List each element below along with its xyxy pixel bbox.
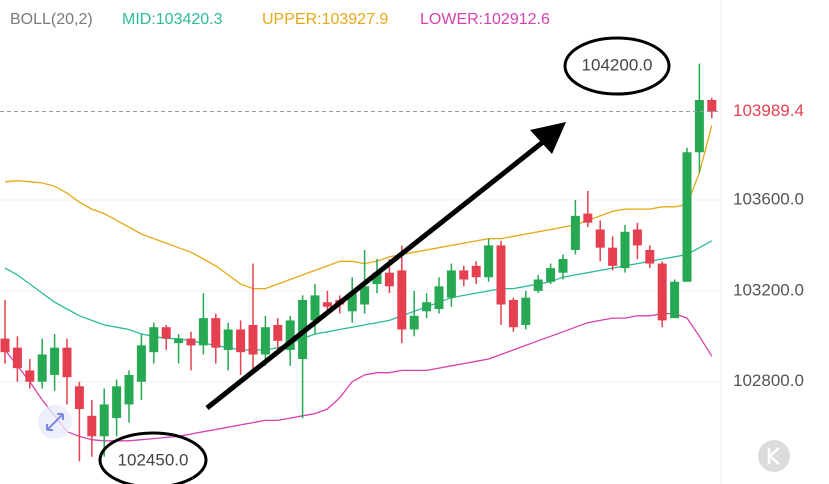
candle-body — [707, 99, 717, 112]
low-annotation: 102450.0 — [118, 450, 189, 469]
candle-body — [459, 270, 469, 280]
candle-body — [508, 299, 518, 328]
band-line — [4, 125, 713, 290]
candle-body — [99, 404, 109, 437]
candle-body — [496, 245, 506, 305]
candle-body — [632, 229, 642, 246]
candle-body — [149, 327, 159, 353]
candle-body — [37, 354, 47, 382]
candle-body — [570, 215, 580, 250]
candle-body — [198, 318, 208, 346]
candle-body — [397, 270, 407, 330]
candle-body — [422, 302, 432, 312]
candle-body — [186, 338, 196, 346]
candle-body — [558, 259, 568, 273]
candle-body — [161, 327, 171, 339]
candle-body — [211, 318, 221, 348]
candle-body — [322, 302, 332, 307]
candle-body — [248, 324, 258, 355]
legend-entry: MID:103420.3 — [122, 11, 223, 28]
candle-body — [446, 270, 456, 298]
candle-body — [112, 386, 122, 419]
candle-body — [50, 347, 60, 375]
candle-body — [25, 370, 35, 382]
annotation-circle — [98, 431, 208, 484]
candle-body — [360, 286, 370, 305]
candle-body — [694, 99, 704, 153]
candle-body — [62, 347, 72, 378]
candle-body — [136, 345, 146, 382]
candle-body — [434, 286, 444, 310]
candle-body — [471, 265, 481, 278]
candle-body — [174, 338, 184, 344]
k-icon — [758, 440, 790, 472]
candle-body — [223, 329, 233, 350]
candle-body — [260, 327, 270, 355]
candle-body — [285, 320, 295, 350]
candle-body — [310, 295, 320, 321]
band-line — [4, 240, 713, 351]
candle-body — [236, 329, 246, 353]
indicator-label: BOLL(20,2) — [10, 11, 93, 28]
candle-body — [384, 272, 394, 287]
trend-arrow — [205, 136, 550, 410]
candle-body — [595, 229, 605, 248]
last-price-label: 103989.4 — [733, 101, 804, 120]
high-annotation: 104200.0 — [582, 55, 653, 74]
y-tick-label: 103600.0 — [733, 189, 804, 208]
candle-body — [273, 324, 283, 341]
candle-body — [12, 347, 22, 369]
candle-body — [0, 338, 10, 353]
y-tick-label: 102800.0 — [733, 371, 804, 390]
y-tick-label: 103200.0 — [733, 280, 804, 299]
candle-body — [620, 231, 630, 269]
candle-body — [682, 152, 692, 282]
expand-icon-glyph — [46, 413, 64, 431]
candle-body — [124, 374, 134, 405]
candle-body — [546, 268, 556, 282]
candle-body — [74, 386, 84, 410]
legend-entry: LOWER:102912.6 — [420, 11, 550, 28]
candle-body — [657, 263, 667, 321]
candle-body — [583, 213, 593, 223]
legend-entry: UPPER:103927.9 — [262, 11, 388, 28]
arrow-head — [530, 122, 566, 154]
candle-body — [608, 247, 618, 266]
candle-body — [521, 297, 531, 325]
k-icon-glyph — [767, 447, 780, 465]
annotation-circle — [563, 36, 671, 96]
band-line — [4, 312, 713, 442]
candle-body — [645, 249, 655, 264]
candle-body — [87, 415, 97, 437]
candle-body — [372, 272, 382, 285]
candle-body — [409, 315, 419, 330]
candle-body — [533, 279, 543, 291]
candle-body — [347, 293, 357, 312]
candle-body — [670, 281, 680, 319]
candle-body — [484, 245, 494, 278]
